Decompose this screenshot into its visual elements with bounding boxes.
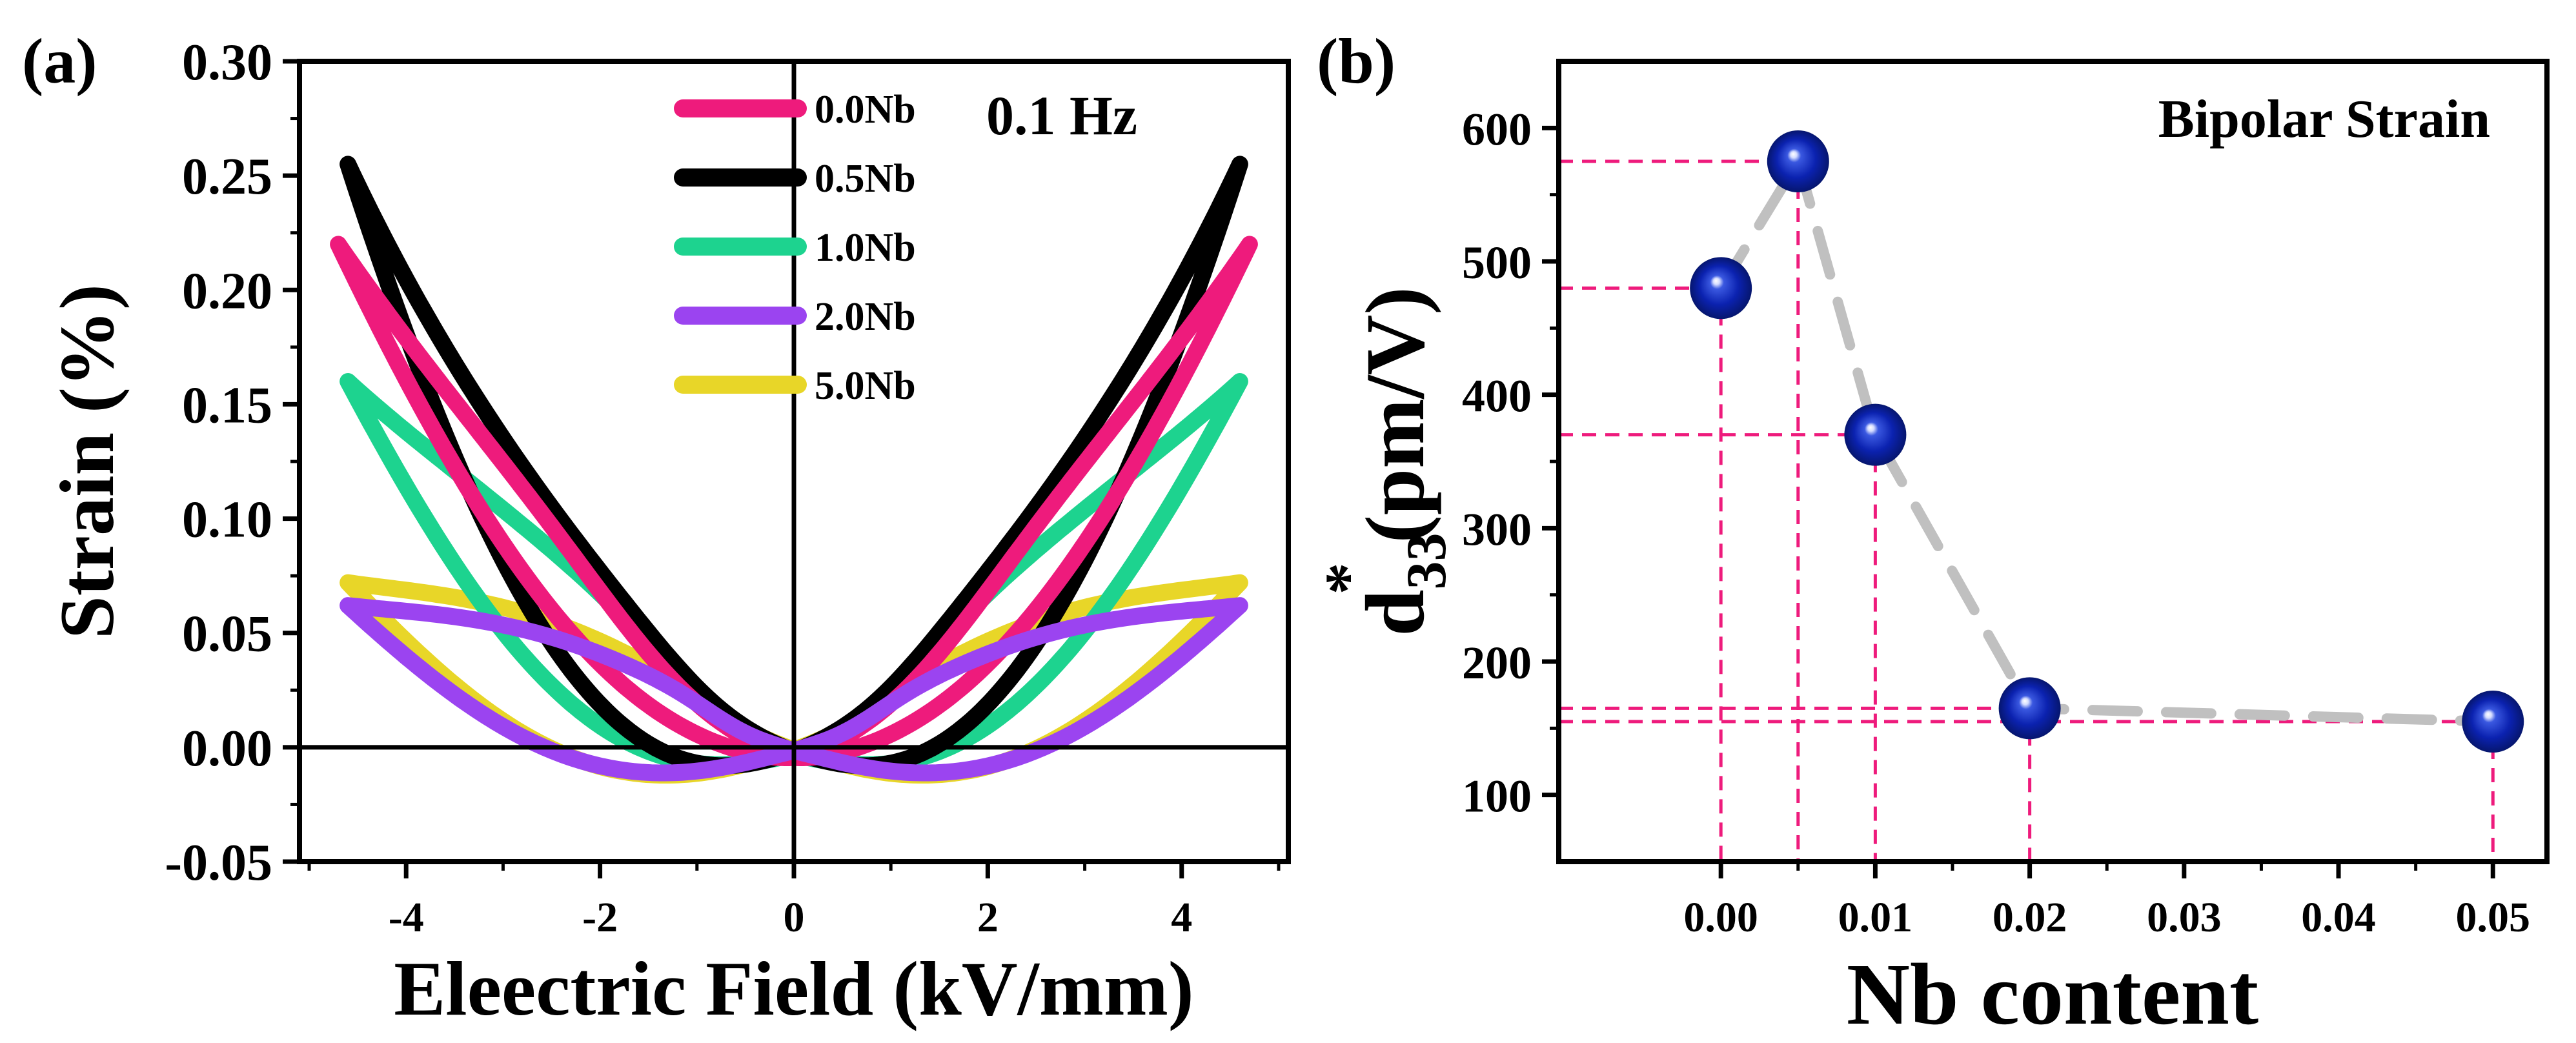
- y-tick-label-a: 0.20: [182, 263, 272, 319]
- y-axis-label-b: d33 * (pm/V): [1312, 287, 1458, 636]
- ylabel-unit: (pm/V): [1349, 287, 1442, 543]
- y-tick-label-a: 0.15: [182, 377, 272, 434]
- data-point: [1767, 130, 1829, 192]
- plot-frame-b: [1556, 59, 2550, 864]
- x-tick-label-a: -2: [582, 894, 618, 941]
- y-tick-label-b: 600: [1462, 103, 1532, 155]
- panel-a: (a) -4 -2 0 2 4 -0.05 0.00 0.05 0.10 0.15 0.20 0.2…: [22, 25, 1291, 1031]
- x-tick-label-b: 0.03: [2147, 894, 2222, 941]
- legend-label: 1.0Nb: [815, 226, 916, 270]
- y-tick-label-b: 400: [1462, 370, 1532, 422]
- y-tick-label-b: 500: [1462, 237, 1532, 289]
- loop-0.0Nb: [330, 236, 1258, 766]
- y-tick-label-a: -0.05: [165, 835, 272, 891]
- x-tick-label-b: 0.05: [2456, 894, 2531, 941]
- x-tick-label-a: 4: [1171, 894, 1192, 941]
- legend-label: 0.0Nb: [815, 88, 916, 132]
- panel-b: (b) 0.00 0.01 0.02 0.03 0.04 0.05 100 200 300 40…: [1312, 25, 2550, 1043]
- ylabel-main: d: [1349, 589, 1442, 636]
- x-tick-label-b: 0.01: [1838, 894, 1913, 941]
- loop-0.5Nb: [340, 156, 1248, 775]
- loop-2.0Nb: [340, 597, 1248, 782]
- strain-loops: [330, 156, 1258, 784]
- y-tick-labels-a: -0.05 0.00 0.05 0.10 0.15 0.20 0.25 0.30: [165, 34, 272, 891]
- data-point: [2462, 691, 2524, 753]
- y-tick-label-b: 200: [1462, 637, 1532, 689]
- panel-a-label: (a): [22, 25, 97, 97]
- x-tick-label-b: 0.02: [1993, 894, 2067, 941]
- frequency-annotation: 0.1 Hz: [986, 85, 1137, 147]
- trend-line: [1716, 148, 2499, 727]
- x-tick-labels-b: 0.00 0.01 0.02 0.03 0.04 0.05: [1683, 894, 2530, 941]
- zero-axes: [299, 61, 1288, 862]
- x-tick-label-b: 0.04: [2301, 894, 2376, 941]
- y-tick-label-b: 100: [1462, 771, 1532, 822]
- x-tick-label-a: 0: [784, 894, 805, 941]
- data-points: [1690, 130, 2524, 753]
- x-tick-label-a: 2: [977, 894, 999, 941]
- y-tick-label-a: 0.05: [182, 606, 272, 663]
- axis-ticks-a: [283, 59, 1281, 878]
- y-tick-label-b: 300: [1462, 503, 1532, 555]
- chart-title-b: Bipolar Strain: [2158, 89, 2490, 149]
- legend-label: 0.5Nb: [815, 157, 916, 201]
- ylabel-superscript: *: [1312, 562, 1383, 594]
- x-axis-label-a: Eleectric Field (kV/mm): [394, 946, 1194, 1031]
- y-tick-labels-b: 100 200 300 400 500 600: [1462, 103, 1532, 822]
- x-tick-labels-a: -4 -2 0 2 4: [389, 894, 1193, 941]
- svg-text:d33*(pm/V): d33 * (pm/V): [1312, 287, 1458, 636]
- ylabel-subscript: 33: [1395, 532, 1458, 589]
- x-tick-label-a: -4: [389, 894, 424, 941]
- data-point: [1998, 677, 2061, 740]
- y-tick-label-a: 0.25: [182, 148, 272, 205]
- legend: 0.0Nb 0.5Nb 1.0Nb 2.0Nb 5.0Nb: [674, 88, 916, 408]
- data-point: [1690, 257, 1752, 319]
- y-tick-label-a: 0.30: [182, 34, 272, 91]
- x-tick-label-b: 0.00: [1683, 894, 1758, 941]
- x-axis-label-b: Nb content: [1847, 946, 2258, 1043]
- legend-label: 5.0Nb: [815, 364, 916, 408]
- y-tick-label-a: 0.00: [182, 720, 272, 777]
- y-axis-label-a: Strain (%): [44, 284, 130, 639]
- legend-label: 2.0Nb: [815, 295, 916, 339]
- y-tick-label-a: 0.10: [182, 492, 272, 549]
- data-point: [1844, 403, 1907, 466]
- axis-ticks-b: [1542, 125, 2495, 878]
- panel-b-label: (b): [1317, 25, 1395, 97]
